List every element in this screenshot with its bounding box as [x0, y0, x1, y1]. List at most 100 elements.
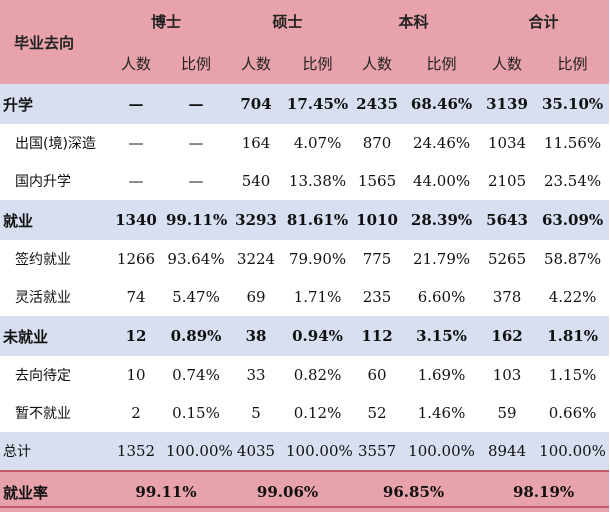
- table-cell: 3139: [478, 84, 537, 124]
- row-label: 签约就业: [0, 240, 106, 278]
- table-cell: —: [166, 124, 227, 162]
- table-cell: 3293: [226, 200, 287, 240]
- table-cell: 540: [226, 162, 287, 200]
- header-sub-count: 人数: [226, 42, 287, 84]
- table-cell: 775: [349, 240, 406, 278]
- table-cell: —: [106, 84, 166, 124]
- table-cell: 112: [349, 316, 406, 356]
- table-cell: 44.00%: [405, 162, 479, 200]
- table-cell: 68.46%: [405, 84, 479, 124]
- rate-cell-bachelor: 96.85%: [349, 470, 479, 512]
- table-cell: 12: [106, 316, 166, 356]
- header-sub-ratio: 比例: [405, 42, 479, 84]
- table-cell: 13.38%: [286, 162, 350, 200]
- table-row-not-seeking: 暂不就业 2 0.15% 5 0.12% 52 1.46% 59 0.66%: [0, 394, 610, 432]
- table-cell: 8944: [478, 432, 537, 471]
- header-sub-ratio: 比例: [166, 42, 227, 84]
- table-cell: 1266: [106, 240, 166, 278]
- table-row-study-abroad: 出国(境)深造 — — 164 4.07% 870 24.46% 1034 11…: [0, 124, 610, 162]
- bottom-rule: [0, 506, 609, 508]
- table-row-employment-rate: 就业率 99.11% 99.06% 96.85% 98.19%: [0, 470, 610, 512]
- table-cell: 0.15%: [166, 394, 227, 432]
- table-cell: 1.15%: [536, 356, 610, 394]
- table-cell: 60: [349, 356, 406, 394]
- table-cell: 1352: [106, 432, 166, 471]
- table-cell: 63.09%: [536, 200, 610, 240]
- table-cell: 2: [106, 394, 166, 432]
- header-group-master: 硕士: [226, 0, 350, 42]
- header-sub-count: 人数: [349, 42, 406, 84]
- table-row-total: 总计 1352 100.00% 4035 100.00% 3557 100.00…: [0, 432, 610, 471]
- table-cell: 103: [478, 356, 537, 394]
- table-cell: 23.54%: [536, 162, 610, 200]
- table-cell: —: [106, 124, 166, 162]
- table-cell: 100.00%: [536, 432, 610, 471]
- table-cell: 1010: [349, 200, 406, 240]
- table-cell: 0.94%: [286, 316, 350, 356]
- row-label: 总计: [0, 432, 106, 471]
- table-cell: 2435: [349, 84, 406, 124]
- row-label: 升学: [0, 84, 106, 124]
- table-cell: 79.90%: [286, 240, 350, 278]
- table-cell: 81.61%: [286, 200, 350, 240]
- header-group-total: 合计: [478, 0, 610, 42]
- table-row-employed: 就业 1340 99.11% 3293 81.61% 1010 28.39% 5…: [0, 200, 610, 240]
- rate-cell-master: 99.06%: [226, 470, 350, 512]
- table-cell: 59: [478, 394, 537, 432]
- table-cell: 0.74%: [166, 356, 227, 394]
- table-cell: 10: [106, 356, 166, 394]
- table-cell: 93.64%: [166, 240, 227, 278]
- table-cell: 100.00%: [405, 432, 479, 471]
- table-cell: 5.47%: [166, 278, 227, 316]
- header-row-groups: 毕业去向 博士 硕士 本科 合计: [0, 0, 610, 84]
- header-sub-count: 人数: [106, 42, 166, 84]
- table-cell: 235: [349, 278, 406, 316]
- table-cell: —: [106, 162, 166, 200]
- row-label: 就业率: [0, 470, 106, 512]
- table-cell: 99.11%: [166, 200, 227, 240]
- table-cell: 1.81%: [536, 316, 610, 356]
- table-cell: 33: [226, 356, 287, 394]
- table-cell: 870: [349, 124, 406, 162]
- header-row-sub: 人数 比例 人数 比例 人数 比例 人数 比例: [0, 42, 610, 84]
- table-cell: 162: [478, 316, 537, 356]
- table-cell: 3224: [226, 240, 287, 278]
- table-cell: —: [166, 162, 227, 200]
- table-cell: 38: [226, 316, 287, 356]
- table-cell: —: [166, 84, 227, 124]
- table-cell: 21.79%: [405, 240, 479, 278]
- rate-cell-phd: 99.11%: [106, 470, 227, 512]
- table-cell: 100.00%: [286, 432, 353, 471]
- table-cell: 0.82%: [286, 356, 350, 394]
- table-cell: 4.22%: [536, 278, 610, 316]
- table-cell: 58.87%: [536, 240, 610, 278]
- row-label: 出国(境)深造: [0, 124, 106, 162]
- table-cell: 6.60%: [405, 278, 479, 316]
- table-cell: 11.56%: [536, 124, 610, 162]
- table-cell: 1340: [106, 200, 166, 240]
- table-cell: 3.15%: [405, 316, 479, 356]
- table-row-domestic-study: 国内升学 — — 540 13.38% 1565 44.00% 2105 23.…: [0, 162, 610, 200]
- rate-cell-total: 98.19%: [478, 470, 610, 512]
- row-label: 灵活就业: [0, 278, 106, 316]
- header-group-bachelor: 本科: [349, 0, 479, 42]
- table-cell: 4035: [226, 432, 287, 471]
- table-row-contract-employment: 签约就业 1266 93.64% 3224 79.90% 775 21.79% …: [0, 240, 610, 278]
- table-cell: 164: [226, 124, 287, 162]
- header-corner: 毕业去向: [0, 0, 106, 84]
- table-cell: 4.07%: [286, 124, 350, 162]
- table-cell: 378: [478, 278, 537, 316]
- table-cell: 69: [226, 278, 287, 316]
- table-cell: 0.66%: [536, 394, 610, 432]
- table-cell: 74: [106, 278, 166, 316]
- row-label: 去向待定: [0, 356, 106, 394]
- table-cell: 35.10%: [536, 84, 610, 124]
- table-row-unemployed: 未就业 12 0.89% 38 0.94% 112 3.15% 162 1.81…: [0, 316, 610, 356]
- table-row-further-study: 升学 — — 704 17.45% 2435 68.46% 3139 35.10…: [0, 84, 610, 124]
- header-sub-ratio: 比例: [536, 42, 610, 84]
- table-cell: 28.39%: [405, 200, 479, 240]
- table-cell: 1.71%: [286, 278, 350, 316]
- table-cell: 3557: [349, 432, 406, 471]
